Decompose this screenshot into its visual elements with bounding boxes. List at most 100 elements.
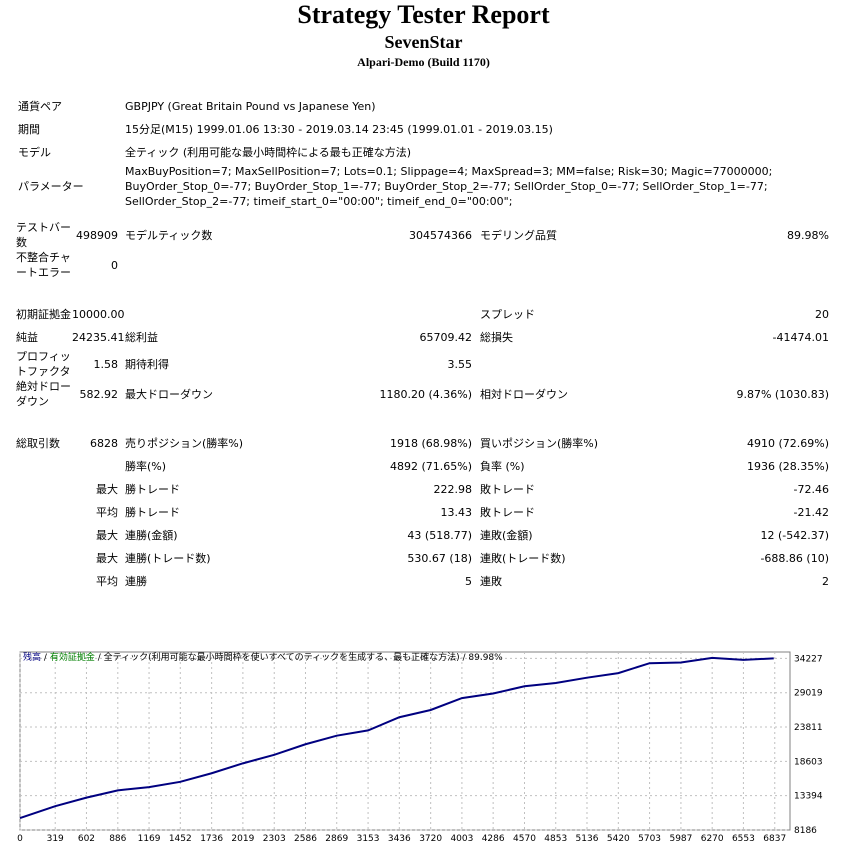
x-tick-label: 4853 [544,834,567,844]
stat-label: モデルティック数 [125,228,213,242]
empty-cell [72,455,118,478]
empty-cell [16,455,72,478]
empty-cell [16,501,72,524]
stat-value: 3.55 [447,357,473,371]
x-tick-label: 886 [109,834,126,844]
stat-value: 4910 (72.69%) [746,437,829,450]
stat-label: 勝トレード [125,483,180,496]
stat-label: 総損失 [480,331,513,344]
server-name: Alpari-Demo (Build 1170) [357,55,490,69]
x-tick-label: 0 [17,834,23,844]
legend-entry: 残高 [23,651,41,663]
stats-row: テストバー数 498909 モデルティック数 304574366 モデリング品質 89.9… [16,220,829,250]
stat-label: 期待利得 [125,357,169,371]
stat-label: 勝率(%) [125,460,167,473]
legend-note: 有効証拠金 [50,651,95,663]
stat-value: 2 [822,575,829,588]
stat-value: 最大 [96,552,118,565]
x-tick-label: 3153 [357,834,380,844]
stat-value: 89.98% [787,228,829,242]
spacer-cell [16,409,829,432]
plot-area [19,651,791,831]
stat-value: -21.42 [793,506,829,519]
stats-row: 総取引数 6828 売りポジション(勝率%) 1918 (68.98%) 買いポジション… [16,432,829,455]
stat-value: -72.46 [793,483,829,496]
stats-row: プロフィットファクタ 1.58 期待利得 3.55 [16,349,829,379]
x-tick-label: 1452 [169,834,192,844]
stat-value: 6828 [90,437,118,450]
stat-value: 9.87% (1030.83) [736,387,829,401]
stats-row: 不整合チャートエラー 0 [16,250,829,280]
stat-label: 不整合チャートエラー [16,251,71,279]
y-tick-label: 23811 [794,723,823,733]
stat-label: 売りポジション(勝率%) [125,437,244,450]
empty-cell [16,524,72,547]
stat-value: 13.43 [440,506,473,519]
x-tick-label: 5987 [669,834,692,844]
info-label: モデル [18,146,51,159]
stat-value: 平均 [96,575,118,588]
info-label: 期間 [18,123,40,136]
stat-label: 連敗(トレード数) [480,552,566,565]
spacer-cell [16,280,829,303]
stats-row: 勝率(%) 4892 (71.65%) 負率 (%) 1936 (28.35%) [16,455,829,478]
x-tick-label: 2869 [325,834,348,844]
stat-value: 304574366 [409,228,472,242]
legend-separator: / [98,653,102,663]
x-tick-label: 5420 [607,834,630,844]
stat-label: 純益 [16,331,38,344]
y-tick-label: 34227 [794,654,823,664]
stat-value: 1180.20 (4.36%) [379,387,472,401]
legend-note: 89.98% [468,653,503,663]
info-value: MaxBuyPosition=7; MaxSellPosition=7; Lot… [125,165,773,208]
stats-table: テストバー数 498909 モデルティック数 304574366 モデリング品質 89.9… [16,220,829,593]
info-value: GBPJPY (Great Britain Pound vs Japanese … [125,100,376,113]
x-tick-label: 3720 [419,834,442,844]
stat-label: 相対ドローダウン [480,387,568,401]
stat-value: 5 [465,575,472,588]
stat-value: 10000.00 [72,308,125,321]
stat-label: 最大ドローダウン [125,387,213,401]
legend-note: 全ティック(利用可能な最小時間枠を使いすべてのティックを生成する、最も正確な方法… [104,651,460,663]
stat-label: 連勝(金額) [125,529,178,542]
stat-label: 連勝(トレード数) [125,552,211,565]
stat-label: 連敗 [480,575,502,588]
x-tick-label: 1169 [138,834,161,844]
stat-value: 1.58 [93,357,119,371]
stats-row: 最大 連勝(金額) 43 (518.77) 連敗(金額) 12 (-542.37) [16,524,829,547]
stat-label: 絶対ドローダウン [16,380,71,408]
info-table: 通貨ペア GBPJPY (Great Britain Pound vs Japan… [18,95,818,209]
x-tick-label: 4286 [482,834,505,844]
stats-row: 純益 24235.41 総利益 65709.42 総損失 -41474.01 [16,326,829,349]
legend-separator: / [44,653,48,663]
stat-value: -688.86 (10) [760,552,829,565]
x-tick-label: 2019 [231,834,254,844]
info-label: パラメーター [18,180,84,193]
empty-cell [298,250,472,280]
stat-value: -41474.01 [772,331,829,344]
report-title: Strategy Tester Report [297,0,550,29]
empty-cell [472,250,652,280]
stat-value: 24235.41 [72,331,125,344]
legend: 残高 / 有効証拠金 / 全ティック(利用可能な最小時間枠を使いすべてのティック… [23,651,503,663]
x-tick-label: 5703 [638,834,661,844]
x-tick-label: 6553 [732,834,755,844]
stats-row: 初期証拠金 10000.00 スプレッド 20 [16,303,829,326]
y-tick-label: 8186 [794,826,817,836]
info-row: 期間 15分足(M15) 1999.01.06 13:30 - 2019.03.1… [18,118,818,141]
empty-cell [652,250,829,280]
stat-label: モデリング品質 [480,228,557,242]
info-label: 通貨ペア [18,100,62,113]
stat-value: 65709.42 [419,331,473,344]
stat-label: 連勝 [125,575,147,588]
x-tick-label: 602 [78,834,95,844]
empty-cell [652,349,829,379]
stats-row: 絶対ドローダウン 582.92 最大ドローダウン 1180.20 (4.36%) 相対ド… [16,379,829,409]
info-value: 15分足(M15) 1999.01.06 13:30 - 2019.03.14 … [125,123,553,136]
x-tick-label: 4570 [513,834,536,844]
empty-cell [298,303,472,326]
stat-label: 買いポジション(勝率%) [480,437,599,450]
spacer [16,280,829,303]
x-tick-label: 5136 [576,834,599,844]
